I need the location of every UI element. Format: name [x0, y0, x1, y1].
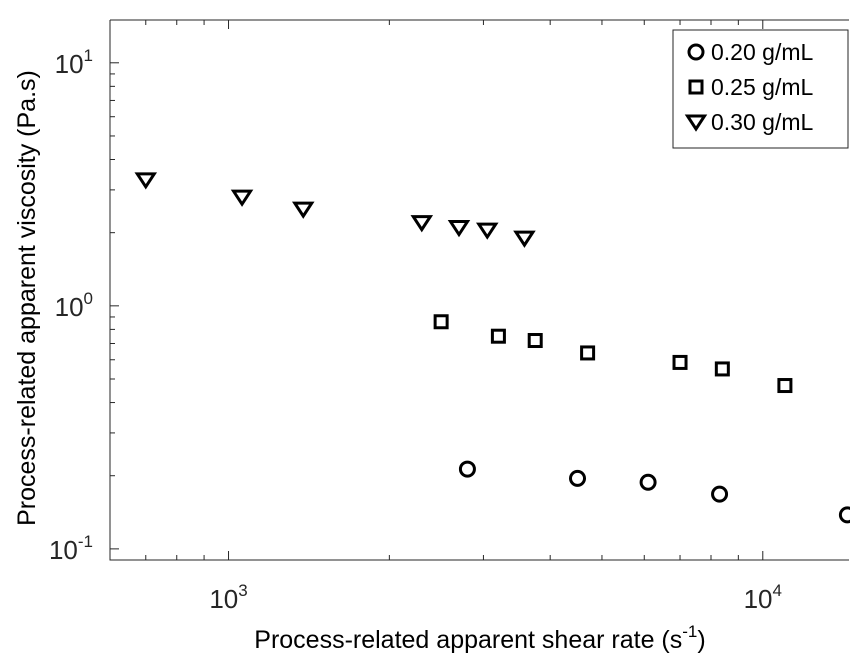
y-tick-label: 10-1 [49, 532, 93, 565]
x-tick-exponent: 3 [238, 581, 247, 600]
y-tick-base: 10 [55, 292, 84, 322]
x-tick-label: 104 [744, 581, 782, 614]
x-axis-label-superscript: -1 [682, 622, 697, 641]
y-tick-label: 100 [55, 289, 93, 322]
y-axis-label: Process-related apparent viscosity (Pa.s… [13, 70, 41, 526]
data-point-square [433, 314, 449, 330]
y-tick-exponent: 0 [84, 289, 93, 308]
data-point-square [580, 345, 596, 361]
data-point-square [672, 354, 688, 370]
x-axis-label-main: Process-related apparent shear rate (s [254, 626, 682, 654]
data-point-triangle-down [513, 230, 536, 248]
data-point-square [777, 378, 793, 394]
legend-entry-label: 0.30 g/mL [711, 109, 813, 135]
x-axis-label-end: ) [697, 626, 705, 654]
series-3 [134, 172, 536, 248]
x-tick-label: 103 [209, 581, 247, 614]
data-point-triangle-down [475, 222, 499, 240]
legend-entry-label: 0.25 g/mL [711, 74, 813, 100]
y-tick-base: 10 [55, 49, 84, 79]
legend-entry-label: 0.20 g/mL [711, 39, 813, 65]
data-point-triangle-down [291, 201, 315, 219]
data-point-square [527, 333, 543, 349]
series-2 [433, 314, 793, 394]
legend-marker-triangle-down [684, 114, 708, 132]
series-1 [458, 460, 850, 524]
x-tick-base: 10 [209, 584, 238, 614]
data-point-square [490, 328, 506, 344]
y-tick-exponent: -1 [78, 532, 93, 551]
data-point-circle [458, 460, 476, 478]
x-axis-ticks: 103 104 [109, 20, 782, 614]
x-tick-base: 10 [744, 584, 773, 614]
legend-marker-circle [687, 43, 705, 61]
data-point-triangle-down [447, 220, 471, 238]
data-point-square [714, 361, 730, 377]
data-point-circle [639, 473, 657, 491]
y-tick-label: 101 [55, 46, 93, 79]
y-tick-base: 10 [49, 535, 78, 565]
data-point-triangle-down [134, 172, 158, 190]
x-axis-label: Process-related apparent shear rate (s-1… [254, 622, 705, 654]
data-point-circle [569, 469, 587, 487]
x-tick-exponent: 4 [773, 581, 782, 600]
legend-marker-square [688, 79, 704, 95]
legend: 0.20 g/mL 0.25 g/mL 0.30 g/mL [672, 29, 849, 149]
data-point-triangle-down [230, 189, 254, 207]
data-point-circle [711, 485, 729, 503]
data-point-triangle-down [410, 215, 434, 233]
y-tick-exponent: 1 [84, 46, 93, 65]
data-point-circle [838, 506, 850, 524]
data-markers [134, 172, 850, 524]
